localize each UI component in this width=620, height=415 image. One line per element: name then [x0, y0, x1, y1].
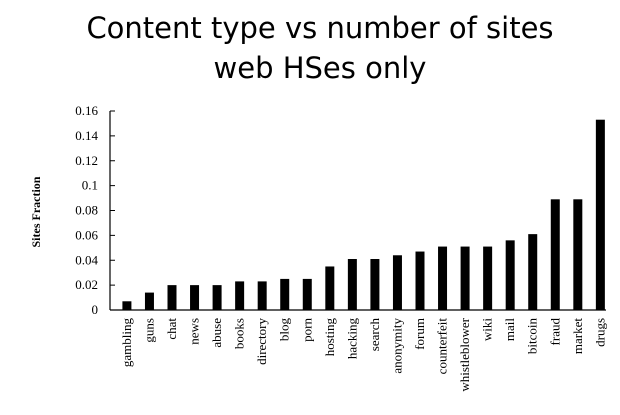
bar [505, 240, 515, 310]
x-tick-label: market [570, 318, 585, 354]
x-tick-label: whistleblower [457, 317, 472, 391]
x-tick-label: counterfeit [435, 318, 450, 375]
y-tick-label: 0.16 [75, 103, 98, 118]
bar [280, 278, 290, 310]
bar [167, 285, 177, 310]
x-tick-label: fraud [547, 318, 562, 346]
x-tick-label: news [187, 318, 202, 345]
x-tick-label: wiki [480, 318, 495, 342]
y-tick-label: 0.08 [75, 203, 98, 218]
x-tick-label: anonymity [389, 318, 404, 374]
bar [483, 246, 493, 310]
bar [190, 285, 200, 310]
bar [550, 199, 560, 310]
x-tick-label: mail [502, 318, 517, 341]
y-tick-label: 0.1 [82, 178, 98, 193]
y-tick-label: 0.02 [75, 277, 98, 292]
y-tick-label: 0.14 [75, 128, 98, 143]
chart-subtitle: web HSes only [214, 51, 427, 85]
x-tick-label: forum [412, 318, 427, 350]
x-tick-label: gambling [119, 318, 134, 368]
bar [370, 259, 380, 310]
x-tick-label: guns [141, 318, 156, 343]
bar [212, 285, 222, 310]
bar [302, 278, 312, 310]
bar [325, 266, 335, 310]
x-tick-label: search [367, 318, 382, 352]
bar [257, 281, 267, 310]
bar [460, 246, 470, 310]
x-tick-label: chat [164, 318, 179, 340]
bar [415, 251, 425, 310]
y-axis-label: Sites Fraction [29, 176, 43, 247]
x-tick-label: hosting [322, 318, 337, 357]
y-tick-label: 0.04 [75, 252, 98, 267]
x-tick-label: hacking [344, 318, 359, 360]
bar [528, 234, 538, 310]
bar [573, 199, 583, 310]
x-tick-label: drugs [592, 318, 607, 347]
bar [347, 259, 357, 310]
bar [438, 246, 448, 310]
bar [144, 292, 154, 310]
bar [595, 119, 605, 310]
bar [122, 301, 132, 310]
bar [392, 255, 402, 310]
y-tick-label: 0.06 [75, 227, 98, 242]
x-tick-label: blog [277, 318, 292, 342]
x-tick-label: books [232, 318, 247, 349]
x-tick-label: directory [254, 318, 269, 365]
x-tick-label: abuse [209, 318, 224, 348]
bar [235, 281, 245, 310]
x-tick-label: porn [299, 318, 314, 342]
y-tick-label: 0.12 [75, 153, 98, 168]
x-tick-label: bitcoin [525, 318, 540, 355]
y-tick-label: 0 [92, 302, 99, 317]
chart-title: Content type vs number of sites [86, 11, 553, 45]
